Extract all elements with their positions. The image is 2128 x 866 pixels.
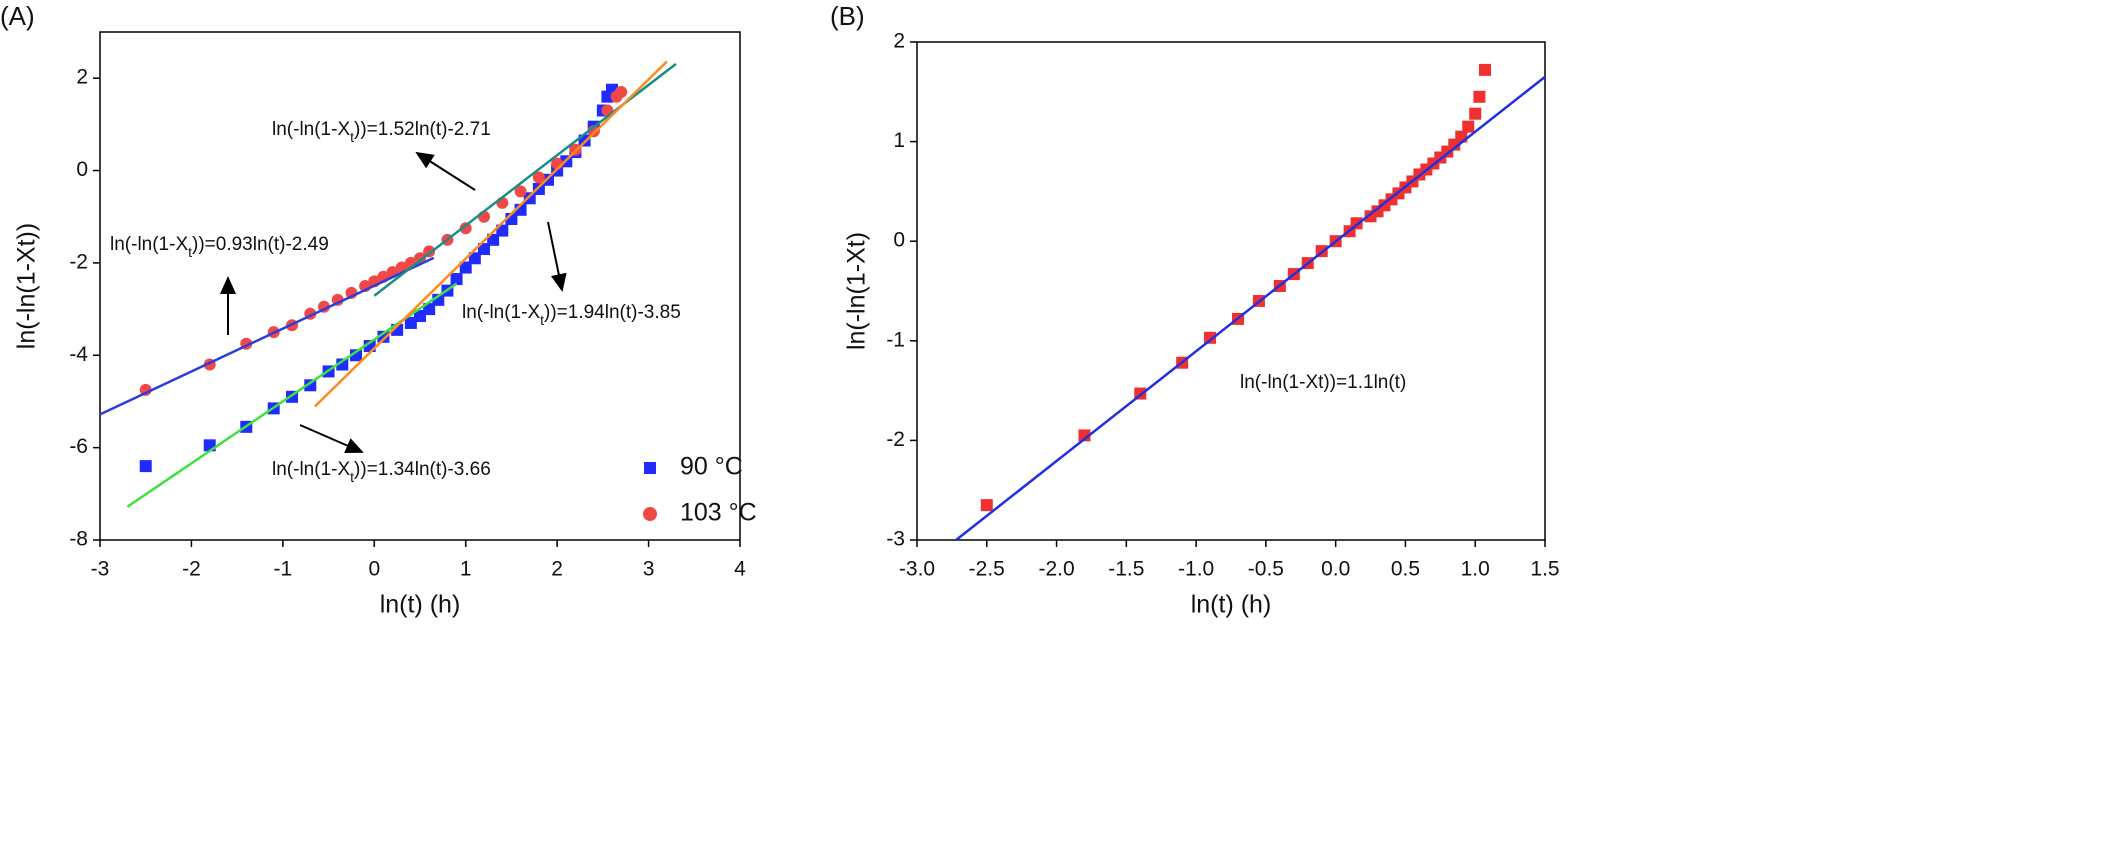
annotation-part: ln(-ln(1-X xyxy=(110,234,188,255)
annotation-part: ln(-ln(1-Xt))=1.1ln(t) xyxy=(1240,372,1406,393)
y-tick-label: -6 xyxy=(69,435,88,458)
data-point xyxy=(496,224,509,237)
annotation: ln(-ln(1-Xt))=1.34ln(t)-3.66 xyxy=(272,459,491,485)
x-axis-label: ln(t) (h) xyxy=(380,591,461,619)
data-point xyxy=(350,349,362,362)
x-tick-label: -1.0 xyxy=(1178,558,1214,581)
arrow xyxy=(299,424,364,453)
annotation: ln(-ln(1-Xt))=0.93ln(t)-2.49 xyxy=(110,234,329,260)
data-point xyxy=(615,86,628,99)
annotation: ln(-ln(1-Xt))=1.1ln(t) xyxy=(1240,372,1406,393)
fit-line xyxy=(313,60,668,408)
data-point xyxy=(980,499,993,512)
x-tick-label: 2 xyxy=(551,558,563,581)
data-point xyxy=(139,460,152,473)
x-tick-label: -3.0 xyxy=(899,558,935,581)
annotation-part: ))=1.52ln(t)-2.71 xyxy=(354,119,491,140)
arrow xyxy=(415,151,476,191)
data-point xyxy=(1078,429,1091,442)
data-point xyxy=(450,273,463,286)
y-tick-label: -3 xyxy=(886,528,905,551)
x-tick-label: 3 xyxy=(643,558,655,581)
annotation-part: ))=1.94ln(t)-3.85 xyxy=(544,302,681,323)
data-point xyxy=(468,252,481,265)
legend-label: 103 °C xyxy=(680,499,757,527)
annotation-part: ))=0.93ln(t)-2.49 xyxy=(192,234,329,255)
fit-line xyxy=(99,256,435,416)
data-point xyxy=(414,252,426,265)
x-tick-label: 4 xyxy=(734,558,746,581)
y-tick-label: -2 xyxy=(69,250,88,273)
annotation: ln(-ln(1-Xt))=1.94ln(t)-3.85 xyxy=(462,302,681,328)
x-tick-label: -3 xyxy=(91,558,110,581)
data-point xyxy=(523,192,536,205)
legend-marker xyxy=(644,462,656,474)
data-point xyxy=(1462,120,1475,133)
y-tick-label: -8 xyxy=(69,528,88,551)
y-tick-label: 2 xyxy=(76,66,88,89)
data-point xyxy=(478,243,490,256)
data-point xyxy=(331,293,344,306)
data-point xyxy=(1473,90,1486,103)
annotation-part: ln(-ln(1-X xyxy=(272,459,350,480)
legend-marker xyxy=(643,507,657,521)
arrow xyxy=(547,221,567,292)
x-tick-label: 0 xyxy=(368,558,380,581)
annotation-part: ln(-ln(1-X xyxy=(462,302,540,323)
x-tick-label: -2.5 xyxy=(969,558,1005,581)
x-tick-label: -1 xyxy=(274,558,293,581)
annotation-part: t xyxy=(540,312,544,328)
data-point xyxy=(1204,331,1217,344)
x-tick-label: -1.5 xyxy=(1108,558,1144,581)
y-tick-label: -1 xyxy=(886,328,905,351)
plot-frame xyxy=(916,41,1546,541)
data-point xyxy=(487,233,500,246)
y-axis-label: ln(-ln(1-Xt) xyxy=(843,232,871,350)
plot-frame xyxy=(99,31,741,541)
data-point xyxy=(336,358,349,371)
x-tick-label: -0.5 xyxy=(1248,558,1284,581)
data-point xyxy=(459,261,472,274)
x-tick-label: 0.0 xyxy=(1321,558,1350,581)
data-point xyxy=(1469,107,1482,120)
data-point xyxy=(404,316,417,329)
annotation: ln(-ln(1-Xt))=1.52ln(t)-2.71 xyxy=(272,119,491,145)
x-tick-label: -2.0 xyxy=(1038,558,1074,581)
data-point xyxy=(1478,63,1491,76)
panel-label: (B) xyxy=(830,1,865,31)
x-tick-label: 1.5 xyxy=(1530,558,1559,581)
data-point xyxy=(414,310,426,323)
x-tick-label: 0.5 xyxy=(1391,558,1420,581)
data-point xyxy=(459,222,472,235)
annotation-part: ))=1.34ln(t)-3.66 xyxy=(354,459,491,480)
data-point xyxy=(514,185,527,198)
x-tick-label: 1 xyxy=(460,558,472,581)
x-axis-label: ln(t) (h) xyxy=(1191,591,1272,619)
x-tick-label: -2 xyxy=(182,558,201,581)
data-point xyxy=(423,303,436,316)
y-tick-label: 0 xyxy=(76,158,88,181)
y-tick-label: -4 xyxy=(69,343,88,366)
data-point xyxy=(532,183,545,196)
fit-line xyxy=(955,75,1546,541)
legend-label: 90 °C xyxy=(680,453,743,481)
panel-label: (A) xyxy=(0,1,35,31)
y-tick-label: 2 xyxy=(893,30,905,53)
y-tick-label: -2 xyxy=(886,428,905,451)
y-tick-label: 0 xyxy=(893,229,905,252)
annotation-part: t xyxy=(350,469,354,485)
data-point xyxy=(532,171,545,184)
annotation-part: t xyxy=(188,244,192,260)
annotation-part: t xyxy=(350,129,354,145)
annotation-part: ln(-ln(1-X xyxy=(272,119,350,140)
x-tick-label: 1.0 xyxy=(1461,558,1490,581)
y-tick-label: 1 xyxy=(893,129,905,152)
y-axis-label: ln(-ln(1-Xt)) xyxy=(13,223,41,349)
